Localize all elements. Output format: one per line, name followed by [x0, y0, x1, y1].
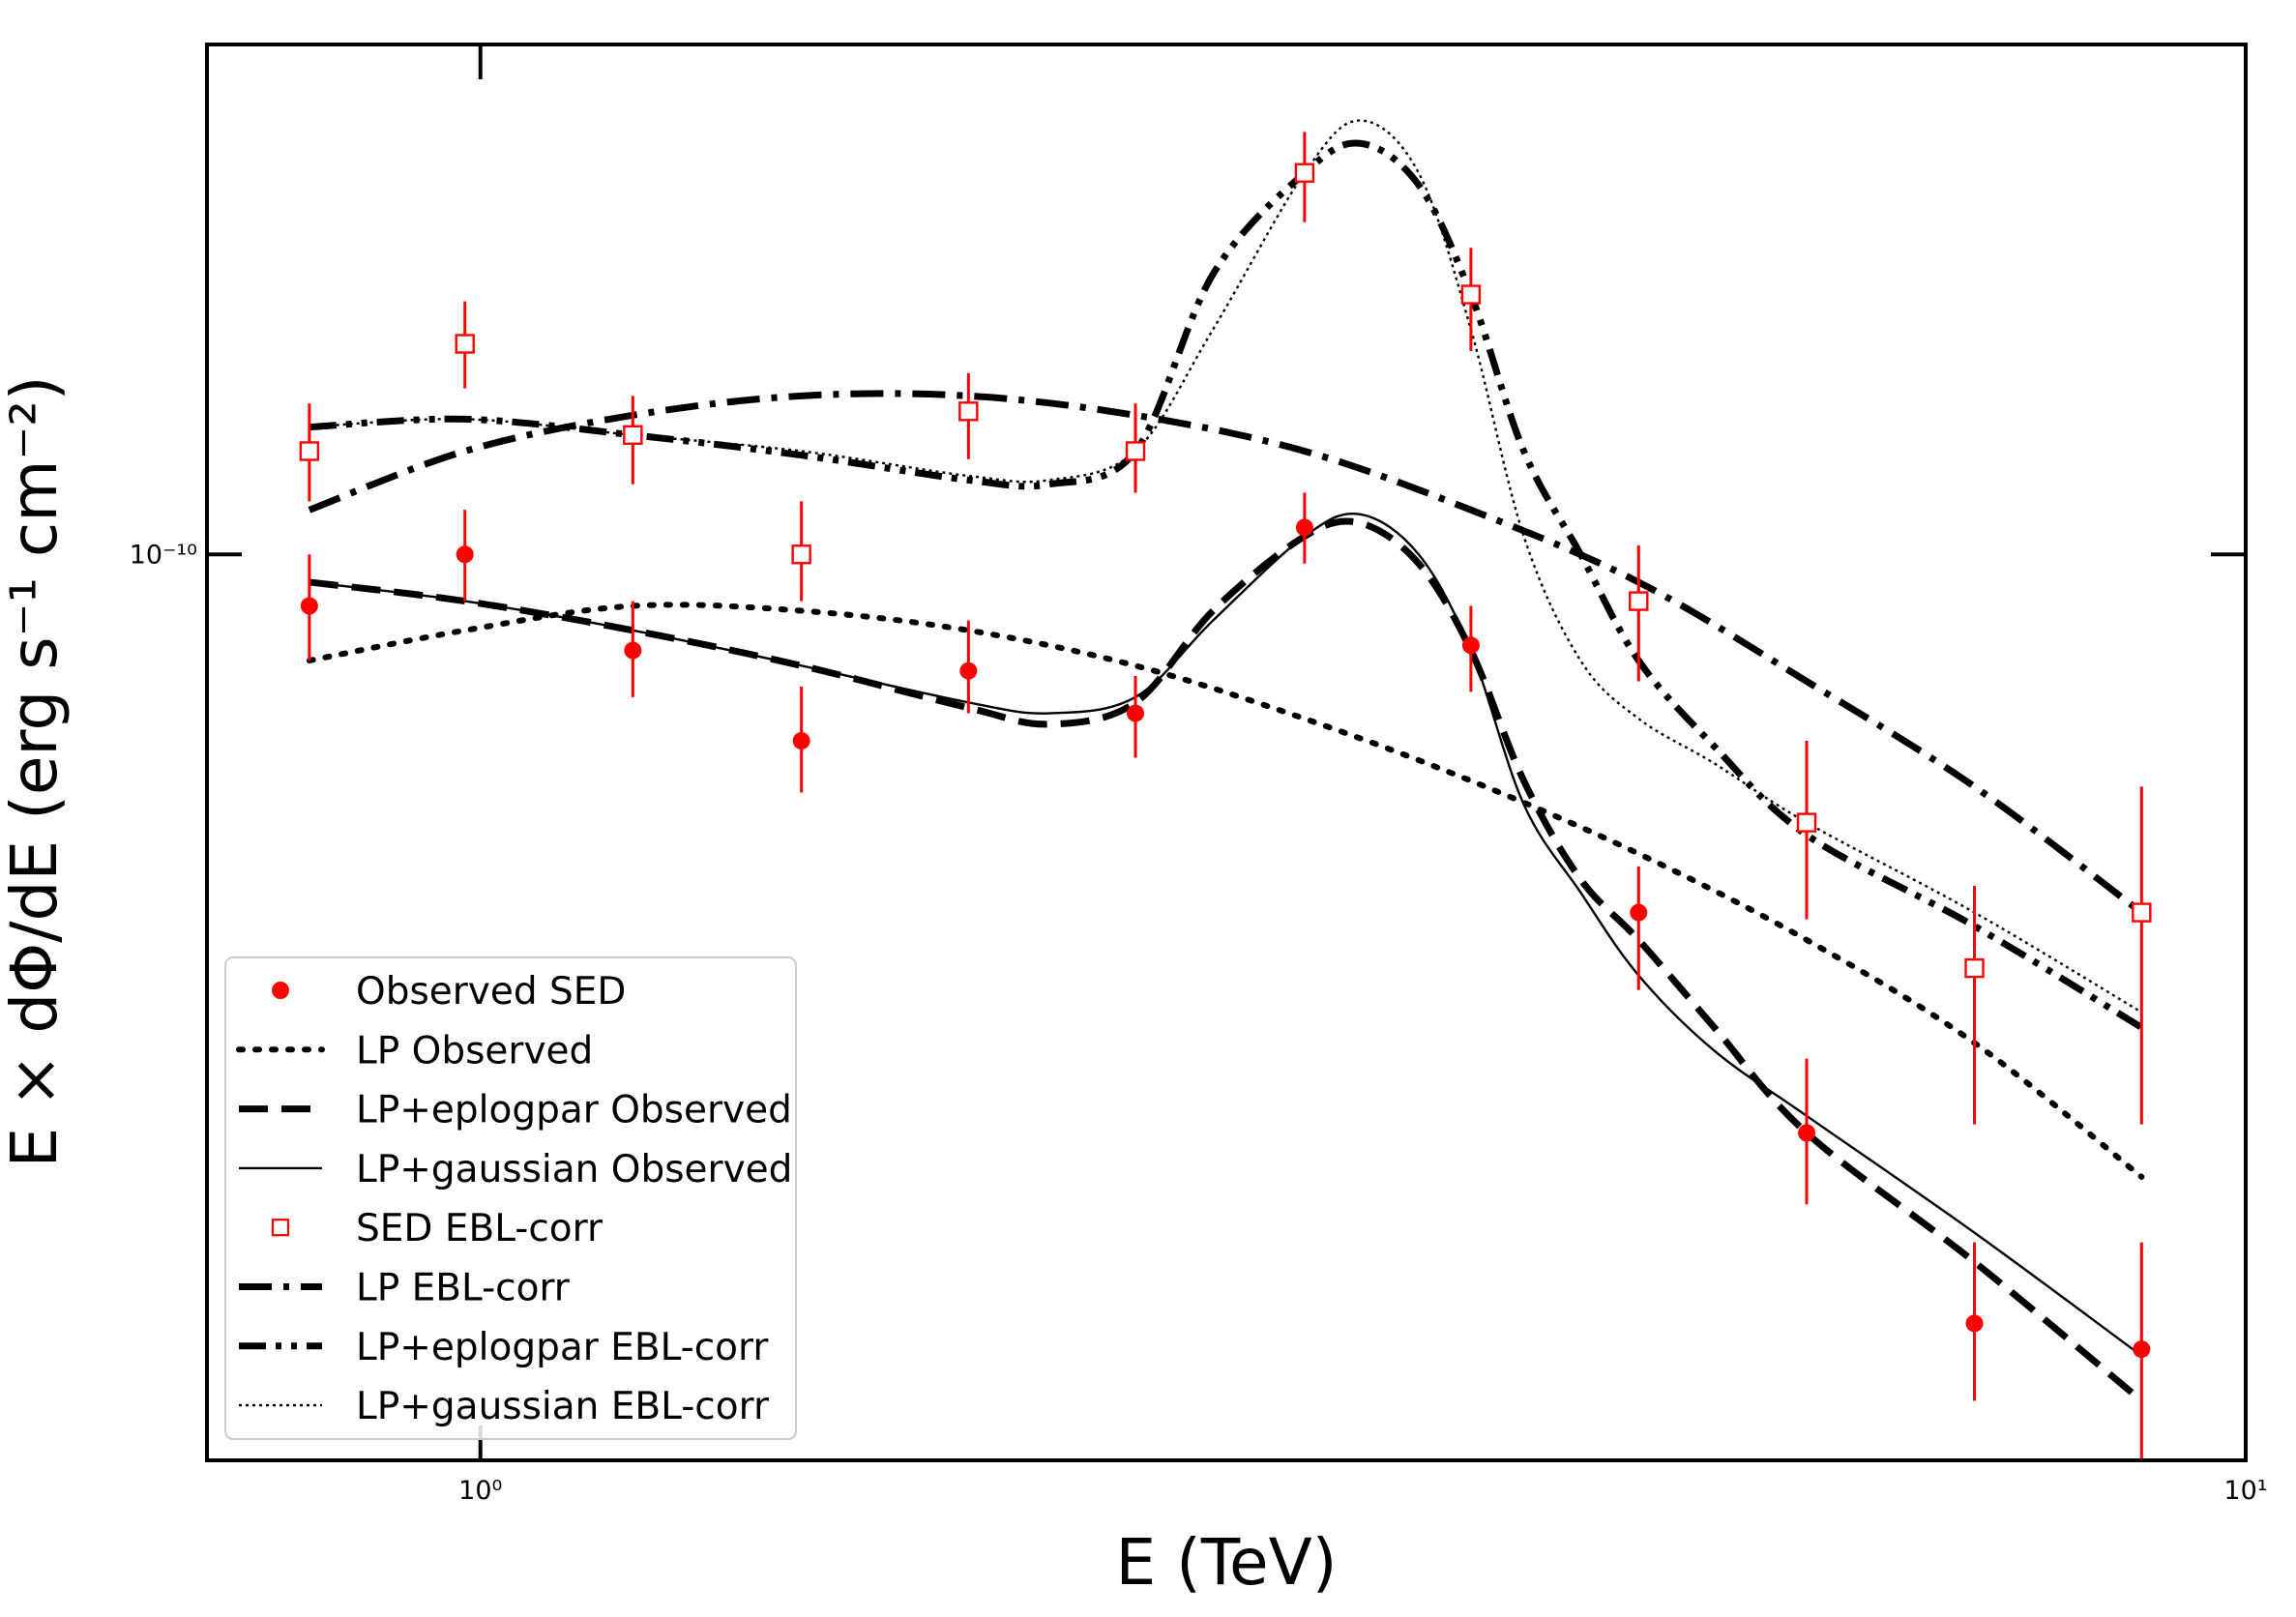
data-point-0-8 [1630, 903, 1648, 922]
data-point-4-10 [1964, 957, 1985, 979]
plot-frame [205, 43, 2248, 1462]
data-point-4-11 [2132, 902, 2152, 923]
x-tick-label-0: 10⁰ [458, 1476, 502, 1506]
y-axis-title: E × dΦ/dE (erg s⁻¹ cm⁻²) [0, 375, 72, 1167]
series-line-1 [306, 602, 2145, 1180]
legend-label-0: Observed SED [356, 970, 626, 1014]
data-point-4-5 [1125, 441, 1146, 461]
data-point-0-1 [456, 545, 474, 564]
data-point-0-3 [792, 731, 810, 750]
legend-label-1: LP Observed [356, 1029, 593, 1073]
series-line-7 [309, 119, 2142, 1014]
legend-label-4: SED EBL-corr [356, 1207, 603, 1250]
legend-label-3: LP+gaussian Observed [356, 1148, 792, 1191]
legend-label-7: LP+gaussian EBL-corr [356, 1385, 770, 1428]
legend: Observed SED LP Observed LP+eplogpar Obser… [224, 956, 797, 1440]
x-tick-label-1: 10¹ [2223, 1476, 2267, 1506]
data-point-0-0 [300, 597, 318, 615]
data-point-4-2 [623, 425, 643, 446]
series-line-6 [309, 139, 2144, 1031]
plot-area [299, 119, 2152, 1460]
data-point-4-6 [1294, 162, 1315, 183]
data-point-0-7 [1461, 636, 1480, 655]
data-point-4-8 [1629, 591, 1649, 611]
y-tick-label-0: 10⁻¹⁰ [130, 540, 197, 570]
data-point-4-3 [791, 544, 811, 565]
series-line-5 [308, 390, 2144, 916]
series-line-3 [309, 512, 2143, 1357]
legend-box [224, 956, 797, 1440]
data-point-0-5 [1127, 704, 1145, 722]
data-point-0-11 [2133, 1340, 2151, 1359]
data-point-4-0 [299, 441, 320, 461]
data-point-0-2 [624, 641, 642, 660]
series-layer [299, 119, 2152, 1460]
data-point-4-9 [1796, 812, 1817, 833]
data-point-0-9 [1798, 1124, 1816, 1142]
legend-label-6: LP+eplogpar EBL-corr [356, 1326, 769, 1369]
data-point-0-10 [1965, 1314, 1984, 1333]
legend-label-2: LP+eplogpar Observed [356, 1089, 792, 1132]
data-point-4-4 [958, 401, 979, 422]
data-point-4-7 [1460, 284, 1482, 305]
legend-handle-4 [271, 1219, 290, 1237]
axes: 10⁰ 10¹ 10⁻¹⁰ E (TeV) E × dΦ/dE (erg s⁻¹ cm⁻… [0, 43, 2268, 1600]
legend-handle-0 [272, 982, 289, 999]
data-point-0-6 [1295, 518, 1313, 537]
x-axis-title: E (TeV) [1115, 1525, 1337, 1600]
data-point-4-1 [455, 334, 475, 354]
data-point-0-4 [959, 662, 978, 680]
legend-label-5: LP EBL-corr [356, 1267, 571, 1310]
